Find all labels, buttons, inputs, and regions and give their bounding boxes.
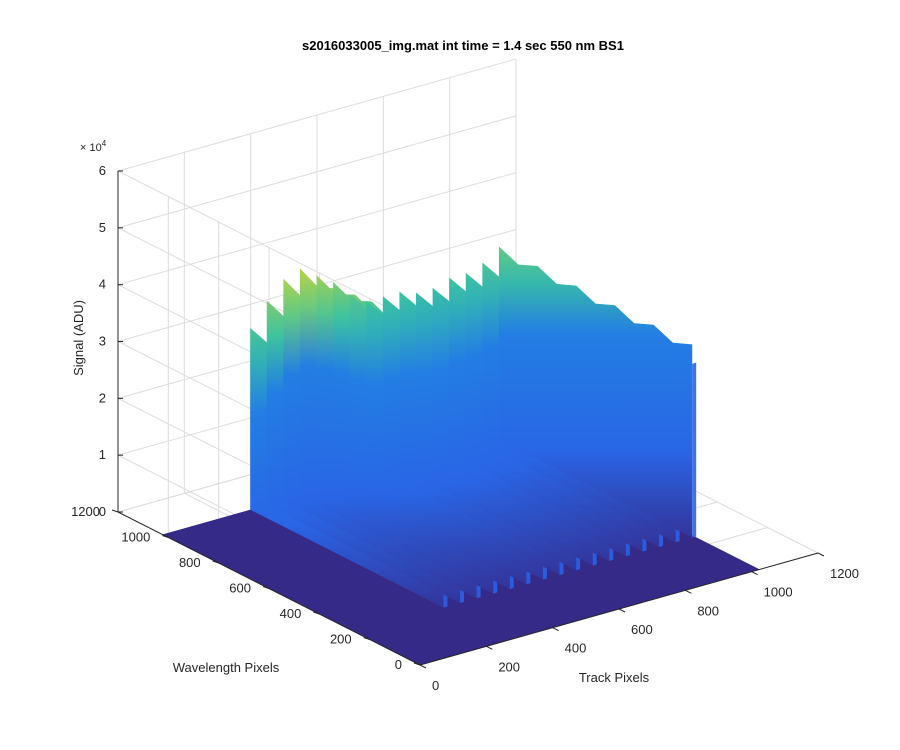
x-tick-label: 1200	[830, 566, 859, 581]
y-tick	[413, 662, 421, 666]
x-tick	[486, 645, 493, 650]
y-tick-label: 600	[229, 581, 251, 596]
x-tick	[552, 627, 559, 632]
gridline	[117, 115, 517, 229]
x-tick-label: 0	[432, 678, 439, 693]
z-exponent-label: × 104	[80, 139, 107, 154]
y-tick-label: 800	[179, 555, 201, 570]
z-tick-label: 5	[99, 220, 106, 235]
x-tick	[419, 664, 427, 669]
z-axis-label: Signal (ADU)	[71, 300, 86, 376]
chart-title: s2016033005_img.mat int time = 1.4 sec 5…	[302, 38, 624, 53]
x-tick	[618, 608, 626, 613]
y-tick	[262, 586, 270, 589]
y-tick-label: 400	[280, 606, 302, 621]
y-tick-label: 1000	[121, 530, 150, 545]
x-tick	[685, 589, 692, 594]
y-tick	[162, 535, 169, 538]
gridline	[117, 58, 517, 172]
x-tick-label: 1000	[764, 585, 793, 600]
gridline	[117, 172, 517, 286]
x-tick-label: 600	[631, 622, 653, 637]
spectral-track	[498, 246, 693, 538]
z-tick-label: 3	[99, 334, 106, 349]
x-tick	[751, 571, 758, 576]
z-tick-label: 0	[99, 504, 106, 519]
x-tick	[817, 552, 825, 557]
y-axis-label: Wavelength Pixels	[173, 660, 280, 675]
axes: 0123456020040060080010001200020040060080…	[71, 163, 859, 693]
y-tick-label: 1200	[71, 504, 100, 519]
y-tick	[212, 560, 219, 564]
z-tick-label: 1	[99, 447, 106, 462]
z-tick-label: 6	[99, 163, 106, 178]
y-tick	[313, 611, 320, 615]
track-face	[692, 362, 697, 538]
x-tick-label: 400	[565, 641, 587, 656]
surface	[162, 246, 760, 665]
y-tick	[363, 637, 370, 640]
z-tick-label: 2	[99, 390, 106, 405]
y-tick-label: 0	[395, 657, 402, 672]
y-tick	[111, 509, 119, 513]
x-tick-label: 800	[697, 603, 719, 618]
x-axis-label: Track Pixels	[579, 670, 650, 685]
x-tick-label: 200	[498, 659, 520, 674]
y-tick-label: 200	[330, 632, 352, 647]
gridline	[117, 170, 421, 325]
z-tick-label: 4	[99, 277, 106, 292]
